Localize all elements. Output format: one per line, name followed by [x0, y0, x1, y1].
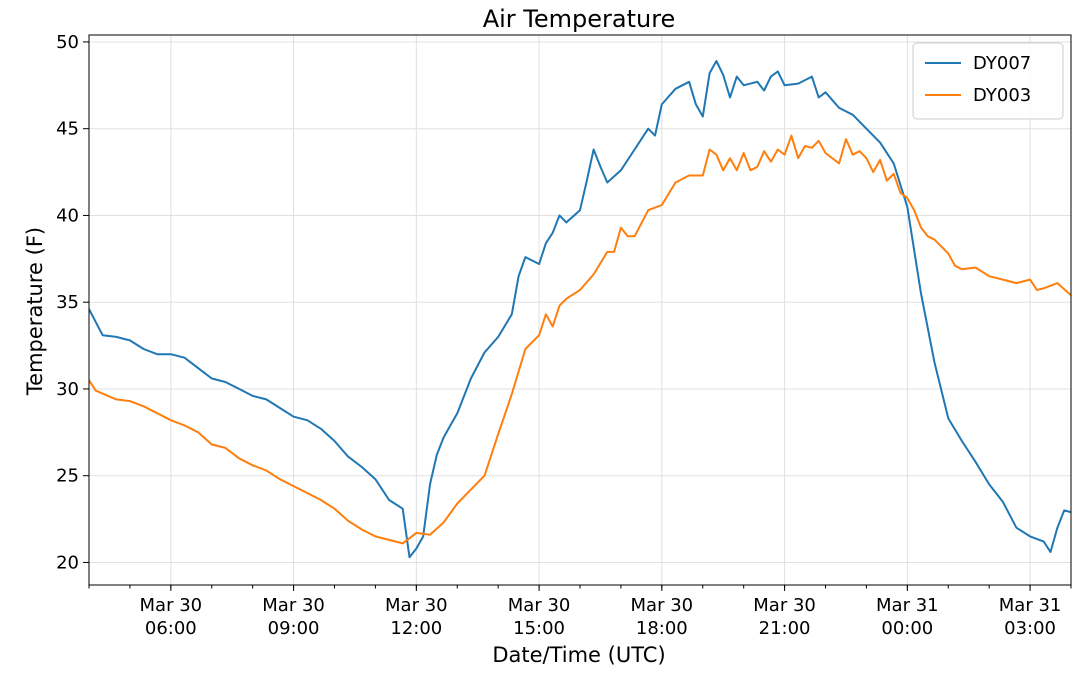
legend: DY007 DY003 — [912, 42, 1064, 120]
x-tick-label-time: 09:00 — [268, 618, 320, 639]
x-axis-title: Date/Time (UTC) — [492, 643, 665, 667]
x-tick-label-date: Mar 30 — [140, 595, 203, 616]
series-line-dy007 — [89, 60, 1071, 559]
y-axis: 20 25 30 35 40 45 50 — [56, 32, 89, 573]
x-tick-label-date: Mar 30 — [385, 595, 448, 616]
x-tick-label-time: 18:00 — [636, 618, 688, 639]
y-tick-label: 50 — [56, 32, 79, 53]
legend-label-dy007: DY007 — [973, 53, 1031, 74]
y-tick-label: 35 — [56, 292, 79, 313]
x-tick-label-time: 21:00 — [759, 618, 811, 639]
grid — [89, 35, 1071, 585]
x-tick-label-time: 15:00 — [513, 618, 565, 639]
x-tick-label-date: Mar 30 — [753, 595, 816, 616]
y-tick-label: 30 — [56, 379, 79, 400]
x-tick-label-time: 12:00 — [390, 618, 442, 639]
series-layer — [89, 60, 1071, 559]
x-tick-label-time: 00:00 — [881, 618, 933, 639]
y-tick-label: 40 — [56, 205, 79, 226]
y-axis-title: Temperature (F) — [23, 227, 47, 396]
x-tick-label-date: Mar 30 — [262, 595, 325, 616]
chart-title: Air Temperature — [483, 5, 676, 33]
x-tick-label-date: Mar 31 — [999, 595, 1062, 616]
y-tick-label: 25 — [56, 466, 79, 487]
x-tick-label-date: Mar 30 — [508, 595, 571, 616]
y-tick-label: 45 — [56, 119, 79, 140]
series-line-dy003 — [89, 134, 1071, 545]
x-tick-label-time: 06:00 — [145, 618, 197, 639]
x-tick-label-date: Mar 30 — [631, 595, 694, 616]
y-tick-label: 20 — [56, 552, 79, 573]
x-tick-label-date: Mar 31 — [876, 595, 939, 616]
legend-label-dy003: DY003 — [973, 85, 1031, 106]
x-tick-label-time: 03:00 — [1004, 618, 1056, 639]
